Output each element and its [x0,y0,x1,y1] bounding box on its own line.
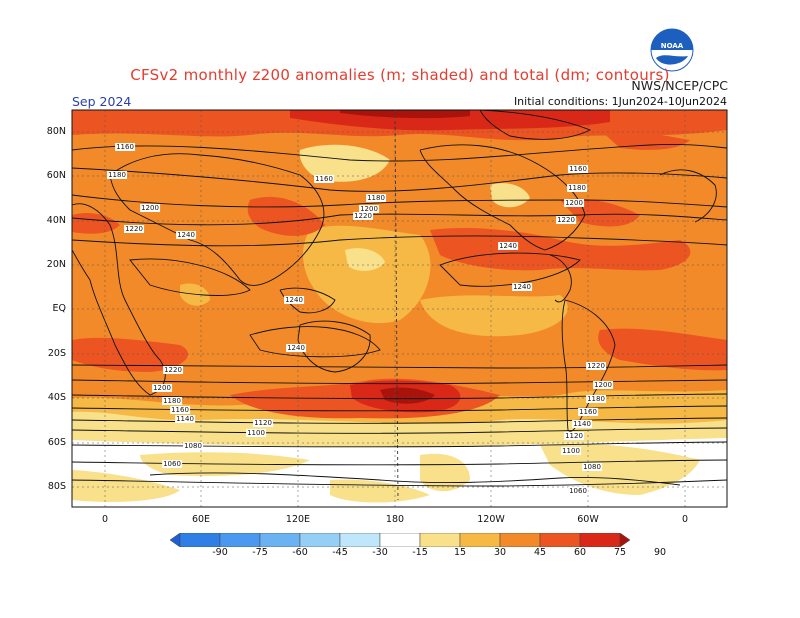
lon-label: 60W [577,514,599,525]
lat-label: 80N [46,126,66,137]
contour-label: 1180 [107,171,127,179]
colorbar-swatch [170,533,181,547]
contour-label: 1140 [175,415,195,423]
contour-label: 1120 [564,432,584,440]
contour-label: 1180 [586,395,606,403]
lat-label: 20N [46,259,66,270]
contour-label: 1200 [140,204,160,212]
contour-label: 1240 [176,231,196,239]
logo-text: NOAA [660,42,684,50]
contour-label: 1100 [246,429,266,437]
colorbar-tick-label: 45 [533,547,547,558]
colorbar-tick-label: -60 [292,547,308,558]
lon-label: 120E [285,514,311,525]
colorbar-tick-label: -90 [212,547,228,558]
colorbar-tick-label: -30 [372,547,388,558]
contour-label: 1220 [586,362,606,370]
colorbar-swatch [579,533,621,547]
lat-label: 20S [47,348,66,359]
contour-label: 1220 [353,212,373,220]
colorbar-swatch [299,533,341,547]
lat-label: 80S [47,481,66,492]
contour-label: 1140 [572,420,592,428]
colorbar-swatch [619,533,630,547]
colorbar-tick-label: 15 [453,547,467,558]
contour-label: 1160 [568,165,588,173]
contour-label: 1200 [359,205,379,213]
lon-label: 60E [191,514,211,525]
contour-label: 1120 [253,419,273,427]
noaa-logo [650,28,694,72]
colorbar-swatch [499,533,541,547]
contour-label: 1240 [286,344,306,352]
contour-label: 1080 [183,442,203,450]
contour-label: 1160 [578,408,598,416]
contour-label: 1180 [162,397,182,405]
colorbar-tick-label: -75 [252,547,268,558]
initial-conditions: Initial conditions: 1Jun2024-10Jun2024 [513,95,727,108]
colorbar-swatch [339,533,381,547]
contour-label: 1240 [512,283,532,291]
contour-label: 1220 [163,366,183,374]
contour-label: 1200 [564,199,584,207]
contour-label: 1200 [593,381,613,389]
contour-label: 1080 [582,463,602,471]
contour-label: 1100 [561,447,581,455]
colorbar-swatch [259,533,301,547]
colorbar-swatch [379,533,421,547]
lat-label: 40N [46,215,66,226]
contour-label: 1220 [124,225,144,233]
contour-label: 1240 [284,296,304,304]
lon-label: 0 [681,514,689,525]
colorbar-tick-label: -15 [412,547,428,558]
contour-label: 1160 [170,406,190,414]
colorbar-tick-label: 60 [573,547,587,558]
colorbar-swatch [219,533,261,547]
colorbar-swatch [179,533,221,547]
colorbar-swatch [459,533,501,547]
credit-text: NWS/NCEP/CPC [631,78,728,93]
colorbar-tick-label: 30 [493,547,507,558]
colorbar-swatch [539,533,581,547]
lon-label: 180 [385,514,405,525]
colorbar-tick-label: 75 [613,547,627,558]
contour-label: 1060 [162,460,182,468]
contour-label: 1180 [567,184,587,192]
lon-label: 0 [101,514,109,525]
lon-label: 120W [477,514,505,525]
colorbar-tick-label: -45 [332,547,348,558]
contour-label: 1220 [556,216,576,224]
contour-label: 1160 [314,175,334,183]
contour-label: 1180 [366,194,386,202]
chart-title: CFSv2 monthly z200 anomalies (m; shaded)… [130,66,670,84]
contour-label: 1160 [115,143,135,151]
lat-label: 60S [47,437,66,448]
contour-label: 1060 [568,487,588,495]
map-frame [71,109,728,508]
contour-label: 1240 [498,242,518,250]
lat-label: EQ [52,303,66,314]
lat-label: 40S [47,392,66,403]
colorbar-tick-label: 90 [653,547,667,558]
lat-label: 60N [46,170,66,181]
contour-label: 1200 [152,384,172,392]
month-label: Sep 2024 [72,94,132,109]
colorbar [170,533,630,547]
colorbar-swatch [419,533,461,547]
